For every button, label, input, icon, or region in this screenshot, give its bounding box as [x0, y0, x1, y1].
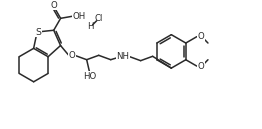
Text: H: H — [88, 22, 94, 31]
Text: HO: HO — [83, 72, 96, 81]
Text: S: S — [35, 27, 41, 37]
Text: Cl: Cl — [94, 14, 103, 23]
Text: O: O — [198, 32, 204, 41]
Text: O: O — [68, 51, 75, 60]
Text: OH: OH — [73, 12, 86, 21]
Text: NH: NH — [116, 52, 129, 61]
Text: O: O — [50, 1, 57, 10]
Text: O: O — [198, 62, 204, 71]
